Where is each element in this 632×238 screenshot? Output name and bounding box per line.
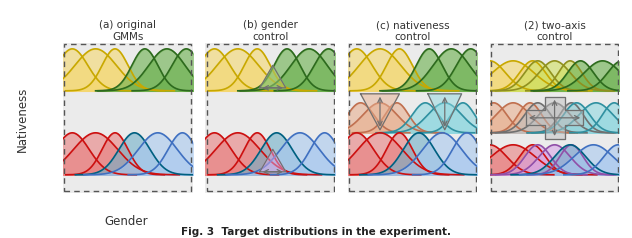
Title: (c) nativeness
control: (c) nativeness control xyxy=(375,20,449,42)
Polygon shape xyxy=(428,94,461,130)
Text: Nativeness: Nativeness xyxy=(16,86,28,152)
Title: (b) gender
control: (b) gender control xyxy=(243,20,298,42)
Text: Gender: Gender xyxy=(104,215,149,228)
Title: (2) two-axis
control: (2) two-axis control xyxy=(524,20,585,42)
Text: Fig. 3  Target distributions in the experiment.: Fig. 3 Target distributions in the exper… xyxy=(181,227,451,237)
Title: (a) original
GMMs: (a) original GMMs xyxy=(99,20,157,42)
Polygon shape xyxy=(260,65,286,88)
Polygon shape xyxy=(260,149,286,172)
Polygon shape xyxy=(360,94,399,130)
Polygon shape xyxy=(526,97,583,139)
